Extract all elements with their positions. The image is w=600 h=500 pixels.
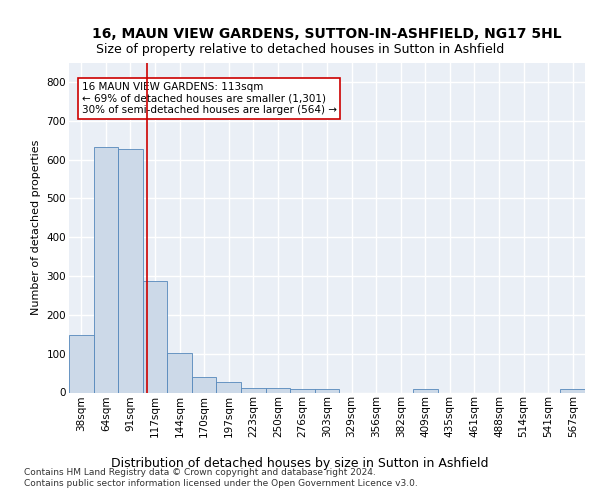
- Bar: [143, 281, 167, 392]
- Bar: [241, 388, 266, 392]
- Text: Size of property relative to detached houses in Sutton in Ashfield: Size of property relative to detached ho…: [96, 42, 504, 56]
- Text: Contains HM Land Registry data © Crown copyright and database right 2024.
Contai: Contains HM Land Registry data © Crown c…: [24, 468, 418, 487]
- Bar: [118, 149, 143, 392]
- Bar: [167, 352, 192, 393]
- Bar: [217, 382, 241, 392]
- Bar: [192, 377, 217, 392]
- Title: 16, MAUN VIEW GARDENS, SUTTON-IN-ASHFIELD, NG17 5HL: 16, MAUN VIEW GARDENS, SUTTON-IN-ASHFIEL…: [92, 26, 562, 40]
- Y-axis label: Number of detached properties: Number of detached properties: [31, 140, 41, 315]
- Text: Distribution of detached houses by size in Sutton in Ashfield: Distribution of detached houses by size …: [111, 458, 489, 470]
- Bar: [290, 390, 315, 392]
- Text: 16 MAUN VIEW GARDENS: 113sqm
← 69% of detached houses are smaller (1,301)
30% of: 16 MAUN VIEW GARDENS: 113sqm ← 69% of de…: [82, 82, 337, 115]
- Bar: [413, 390, 437, 392]
- Bar: [266, 388, 290, 392]
- Bar: [69, 335, 94, 392]
- Bar: [560, 390, 585, 392]
- Bar: [94, 146, 118, 392]
- Bar: [315, 390, 339, 392]
